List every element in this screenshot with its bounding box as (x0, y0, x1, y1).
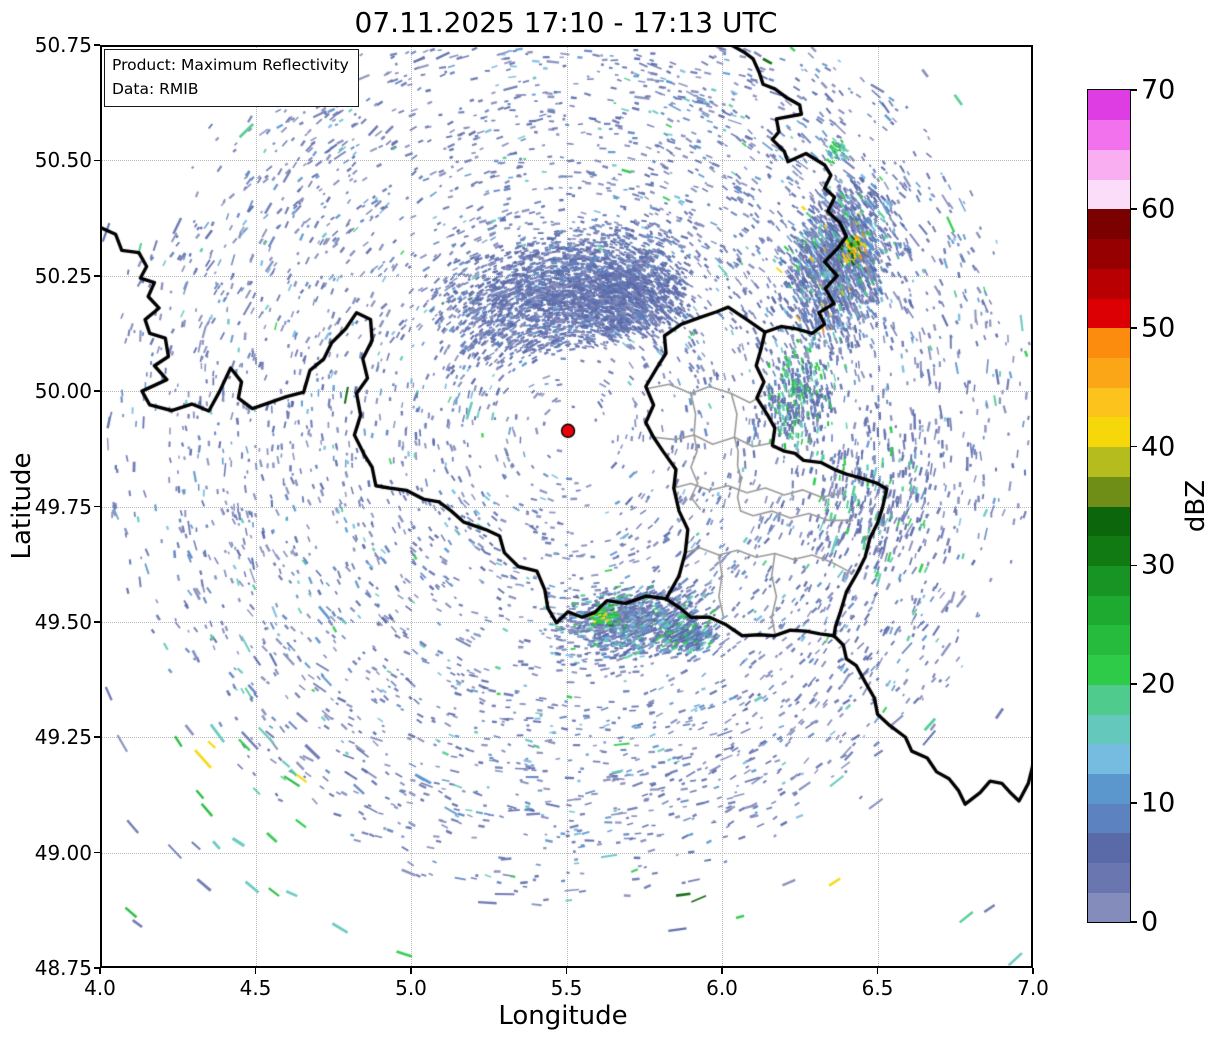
colorbar-band (1088, 268, 1130, 299)
colorbar-band (1088, 387, 1130, 418)
colorbar-tick-mark (1131, 802, 1137, 804)
y-tick-label: 49.50 (34, 609, 92, 634)
colorbar-band (1088, 446, 1130, 477)
data-source-line: Data: RMIB (112, 80, 199, 99)
colorbar-band (1088, 803, 1130, 834)
colorbar-tick-mark (1131, 89, 1137, 91)
colorbar-band (1088, 298, 1130, 329)
y-tick-mark (94, 505, 100, 508)
colorbar-band (1088, 832, 1130, 864)
y-tick-label: 49.25 (34, 725, 92, 750)
x-tick-label: 7.0 (1017, 976, 1049, 1000)
x-tick-label: 6.0 (706, 976, 738, 1000)
colorbar-band (1088, 238, 1130, 269)
colorbar-frame (1087, 89, 1131, 923)
product-line: Product: Maximum Reflectivity (112, 56, 349, 74)
colorbar-band (1088, 743, 1130, 775)
plot-area: Product: Maximum Reflectivity Data: RMIB (100, 45, 1033, 968)
y-tick-mark (94, 159, 100, 162)
colorbar-band (1088, 357, 1130, 388)
x-tick-mark (410, 968, 412, 974)
colorbar (1087, 89, 1131, 923)
y-tick-label: 50.75 (34, 33, 92, 57)
x-tick-mark (254, 968, 257, 974)
colorbar-band (1088, 208, 1130, 240)
colorbar-tick-label: 40 (1141, 431, 1176, 463)
colorbar-label: dBZ (1181, 479, 1211, 533)
y-tick-label: 49.00 (34, 840, 92, 865)
colorbar-tick-mark (1131, 921, 1137, 923)
x-tick-mark (99, 968, 101, 974)
colorbar-band (1088, 327, 1130, 359)
colorbar-tick-label: 30 (1141, 549, 1176, 581)
colorbar-tick-mark (1131, 564, 1137, 567)
y-tick-label: 50.25 (34, 263, 92, 288)
colorbar-band (1088, 773, 1130, 804)
x-tick-mark (876, 968, 879, 974)
colorbar-band (1088, 416, 1130, 448)
colorbar-tick-mark (1131, 326, 1137, 329)
colorbar-tick-label: 50 (1141, 312, 1176, 344)
colorbar-tick-mark (1131, 208, 1137, 210)
colorbar-band (1088, 595, 1130, 626)
y-tick-mark (94, 274, 100, 277)
x-tick-mark (565, 968, 568, 974)
y-tick-label: 49.75 (34, 494, 92, 519)
y-tick-label: 48.75 (34, 956, 92, 980)
y-tick-mark (94, 44, 100, 46)
colorbar-tick-label: 70 (1141, 74, 1176, 106)
colorbar-tick-mark (1131, 683, 1137, 686)
colorbar-band (1088, 565, 1130, 596)
x-tick-label: 4.0 (84, 976, 116, 1000)
colorbar-band (1088, 892, 1130, 923)
x-tick-mark (721, 968, 723, 974)
x-axis-label: Longitude (498, 1001, 628, 1031)
colorbar-band (1088, 119, 1130, 151)
colorbar-band (1088, 149, 1130, 180)
colorbar-tick-label: 0 (1141, 906, 1159, 938)
colorbar-tick-label: 10 (1141, 787, 1176, 819)
colorbar-band (1088, 714, 1130, 745)
colorbar-band (1088, 90, 1130, 121)
y-tick-mark (94, 390, 100, 392)
y-tick-mark (94, 736, 100, 739)
y-tick-mark (94, 621, 100, 623)
colorbar-band (1088, 862, 1130, 893)
colorbar-band (1088, 535, 1130, 567)
y-tick-mark (94, 851, 100, 854)
colorbar-tick-label: 20 (1141, 668, 1176, 700)
colorbar-band (1088, 506, 1130, 537)
x-tick-label: 4.5 (239, 976, 272, 1000)
y-axis-label: Latitude (7, 452, 37, 560)
x-tick-mark (1032, 968, 1034, 974)
colorbar-band (1088, 654, 1130, 685)
y-tick-label: 50.50 (34, 148, 92, 173)
x-tick-label: 5.0 (395, 976, 427, 1000)
colorbar-band (1088, 624, 1130, 656)
plot-title: 07.11.2025 17:10 - 17:13 UTC (354, 6, 778, 39)
map-canvas (100, 45, 1033, 968)
colorbar-tick-mark (1131, 445, 1137, 448)
x-tick-label: 5.5 (550, 976, 583, 1000)
colorbar-band (1088, 476, 1130, 507)
product-info-box: Product: Maximum Reflectivity Data: RMIB (104, 49, 359, 108)
colorbar-band (1088, 684, 1130, 715)
colorbar-tick-label: 60 (1141, 193, 1176, 225)
y-tick-label: 50.00 (34, 379, 92, 404)
colorbar-band (1088, 179, 1130, 210)
y-tick-mark (94, 967, 100, 969)
x-tick-label: 6.5 (861, 976, 894, 1000)
